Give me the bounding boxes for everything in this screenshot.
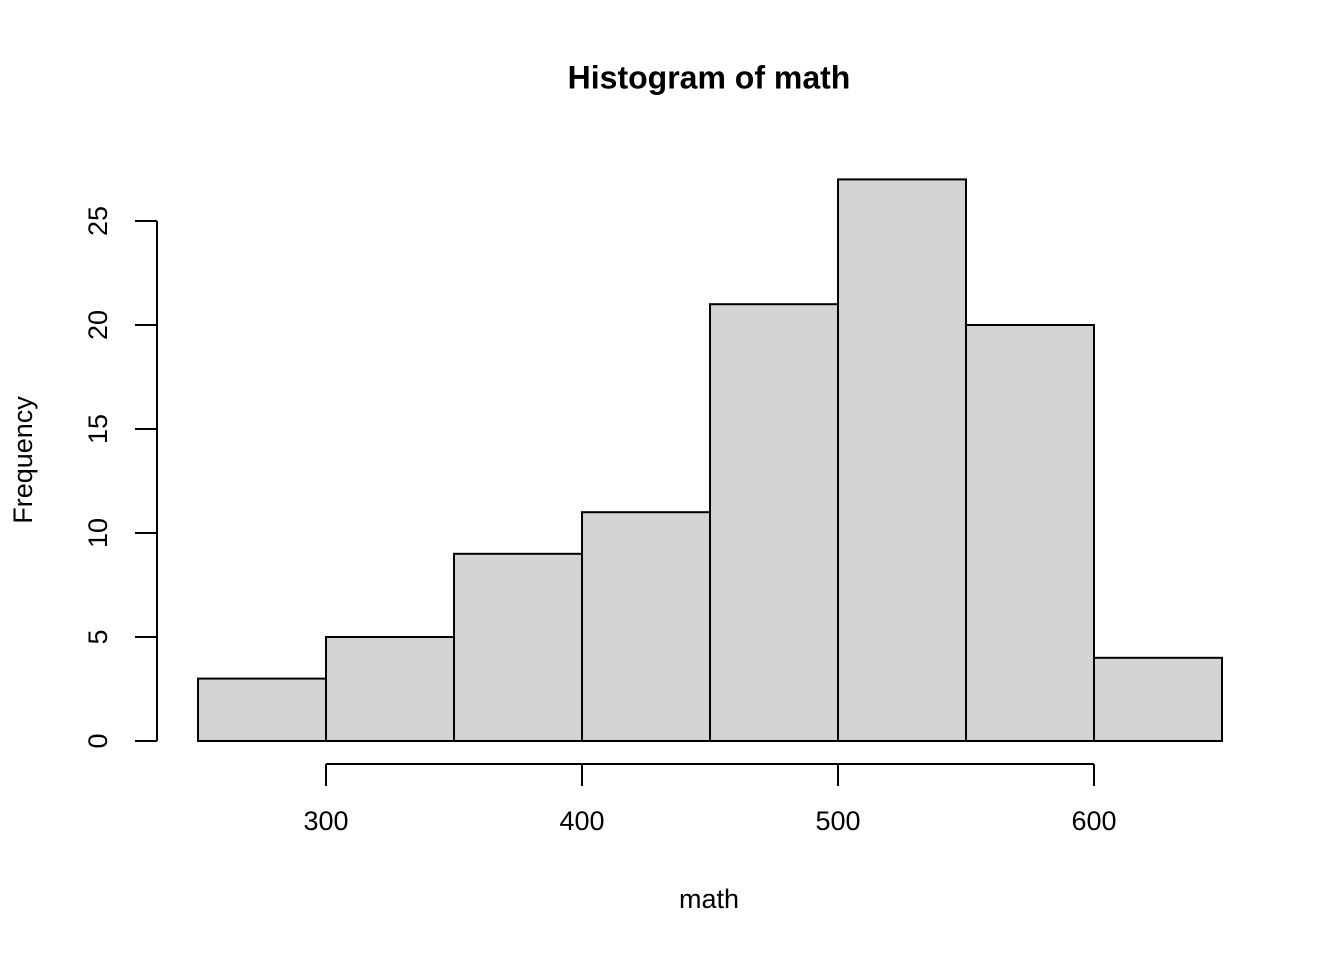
chart-title: Histogram of math xyxy=(568,59,851,95)
x-tick-label: 600 xyxy=(1071,806,1116,836)
bar xyxy=(837,178,967,742)
bar xyxy=(1093,656,1223,742)
y-tick-label: 15 xyxy=(83,414,113,444)
y-tick-label: 10 xyxy=(83,518,113,548)
y-tick-label: 20 xyxy=(83,310,113,340)
y-tick-label: 5 xyxy=(83,629,113,644)
y-axis-label: Frequency xyxy=(8,396,38,524)
bar xyxy=(325,636,455,742)
y-tick-label: 0 xyxy=(83,733,113,748)
y-tick-label: 25 xyxy=(83,206,113,236)
bar xyxy=(965,324,1095,742)
x-tick-label: 400 xyxy=(559,806,604,836)
bar xyxy=(581,511,711,743)
x-axis-label: math xyxy=(679,884,739,914)
x-tick-label: 300 xyxy=(303,806,348,836)
x-tick-label: 500 xyxy=(815,806,860,836)
bar xyxy=(197,677,327,742)
bar xyxy=(453,552,583,742)
bar xyxy=(709,303,839,742)
